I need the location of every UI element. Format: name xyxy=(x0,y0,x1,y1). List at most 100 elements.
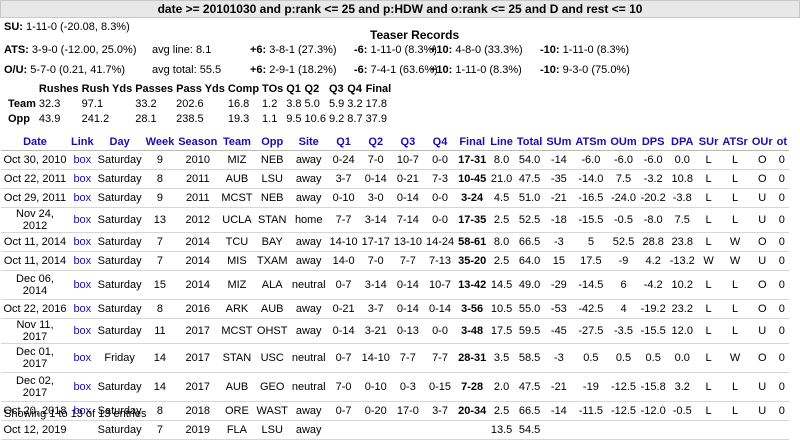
teaser-value: 2-9-1 (18.2%) xyxy=(269,64,337,76)
avg-line: avg line: 8.1 xyxy=(152,44,211,56)
cell-site: away xyxy=(289,169,328,189)
teaser-row1-cell3: +10: 4-8-0 (33.3%) xyxy=(430,44,523,56)
cell-day: Saturday xyxy=(95,318,144,344)
column-header-day[interactable]: Day xyxy=(95,134,144,151)
box-link[interactable]: box xyxy=(69,232,96,252)
cell-q1: 0-7 xyxy=(327,343,360,373)
column-header-date[interactable]: Date xyxy=(1,134,69,151)
cell-oum: -0.5 xyxy=(608,207,639,233)
table-row: Nov 11, 2017 box Saturday 11 2017 MCST OHST awa… xyxy=(1,318,789,344)
box-link[interactable]: box xyxy=(69,299,96,319)
column-header-q3[interactable]: Q3 xyxy=(391,134,424,151)
cell-sum: -21 xyxy=(544,372,574,402)
box-link[interactable]: box xyxy=(69,150,96,170)
cell-team: MCST xyxy=(219,318,255,344)
cell-line: 17.5 xyxy=(488,318,515,344)
box-link[interactable]: box xyxy=(69,343,96,373)
cell-our: U xyxy=(749,372,775,402)
cell-atsr: L xyxy=(720,318,750,344)
column-header-ot[interactable]: ot xyxy=(774,134,789,151)
cell-q4: 7-3 xyxy=(423,169,457,189)
cell-dps: -4.2 xyxy=(638,270,668,300)
cell-date: Nov 24, 2012 xyxy=(1,207,69,233)
cell-site: neutral xyxy=(289,343,328,373)
cell-team: UCLA xyxy=(219,207,255,233)
summary-ou-label: O/U: xyxy=(4,64,28,76)
cell-atsr: L xyxy=(720,401,750,421)
column-header-line[interactable]: Line xyxy=(488,134,515,151)
cell-q3: 0-3 xyxy=(391,372,424,402)
cell-date: Dec 06, 2014 xyxy=(1,270,69,300)
column-header-oum[interactable]: OUm xyxy=(608,134,639,151)
cell-opp: TXAM xyxy=(254,251,290,271)
cell-q2: 17-17 xyxy=(359,232,392,252)
cell-dpa: -0.5 xyxy=(667,401,697,421)
cell-q4: 10-7 xyxy=(423,270,457,300)
column-header-atsm[interactable]: ATSm xyxy=(573,134,609,151)
cell-dpa xyxy=(667,420,697,440)
box-link[interactable]: box xyxy=(69,207,96,233)
cell-atsr: L xyxy=(720,207,750,233)
cell-line: 14.5 xyxy=(488,270,515,300)
cell-ot: 0 xyxy=(774,372,789,402)
column-header-q4[interactable]: Q4 xyxy=(423,134,457,151)
cell-q1: 14-10 xyxy=(327,232,360,252)
cell-dps: -20.2 xyxy=(638,188,668,208)
cell-week: 14 xyxy=(143,343,177,373)
averages-row-label: Team xyxy=(8,98,36,110)
cell-team: FLA xyxy=(219,420,255,440)
averages-header: Q2 xyxy=(304,83,320,95)
column-header-site[interactable]: Site xyxy=(289,134,328,151)
column-header-opp[interactable]: Opp xyxy=(254,134,290,151)
cell-atsr: L xyxy=(720,299,750,319)
cell-season: 2017 xyxy=(176,343,220,373)
column-header-atsr[interactable]: ATSr xyxy=(720,134,750,151)
column-header-total[interactable]: Total xyxy=(514,134,545,151)
cell-atsm: -11.5 xyxy=(573,401,609,421)
cell-date: Oct 20, 2018 xyxy=(1,401,69,421)
column-header-final[interactable]: Final xyxy=(456,134,489,151)
column-header-sur[interactable]: SUr xyxy=(696,134,721,151)
box-link[interactable]: box xyxy=(69,251,96,271)
cell-atsm: -14.0 xyxy=(573,169,609,189)
cell-opp: USC xyxy=(254,343,290,373)
cell-total: 59.5 xyxy=(514,318,545,344)
teaser-key: -6: xyxy=(354,64,368,76)
column-header-dps[interactable]: DPS xyxy=(638,134,668,151)
summary-su-value: 1-11-0 (-20.08, 8.3%) xyxy=(26,21,130,33)
cell-week: 7 xyxy=(143,232,177,252)
cell-atsm: 5 xyxy=(573,232,609,252)
cell-total: 58.5 xyxy=(514,343,545,373)
summary-ats-value: 3-9-0 (-12.00, 25.0%) xyxy=(31,44,137,56)
cell-final: 58-61 xyxy=(456,232,489,252)
column-header-our[interactable]: OUr xyxy=(749,134,775,151)
cell-total: 54.5 xyxy=(514,420,545,440)
column-header-season[interactable]: Season xyxy=(176,134,220,151)
games-body: Oct 30, 2010 box Saturday 9 2010 MIZ NEB away 0-… xyxy=(1,150,789,440)
column-header-q1[interactable]: Q1 xyxy=(327,134,360,151)
cell-ot: 0 xyxy=(774,270,789,300)
cell-q2: 3-14 xyxy=(359,270,392,300)
box-link[interactable]: box xyxy=(69,318,96,344)
cell-q3: 10-7 xyxy=(391,150,424,170)
cell-line: 2.5 xyxy=(488,207,515,233)
cell-date: Oct 12, 2019 xyxy=(1,420,69,440)
cell-opp: LSU xyxy=(254,420,290,440)
box-link[interactable]: box xyxy=(69,401,96,421)
box-link[interactable]: box xyxy=(69,188,96,208)
box-link[interactable]: box xyxy=(69,372,96,402)
column-header-team[interactable]: Team xyxy=(219,134,255,151)
avg-total-label: avg total: xyxy=(152,64,197,76)
teaser-row2-cell1: +6: 2-9-1 (18.2%) xyxy=(250,64,337,76)
column-header-q2[interactable]: Q2 xyxy=(359,134,392,151)
averages-cell: 1.1 xyxy=(262,113,278,125)
column-header-sum[interactable]: SUm xyxy=(544,134,574,151)
cell-line: 13.5 xyxy=(488,420,515,440)
averages-header: Final xyxy=(365,83,392,95)
column-header-link[interactable]: Link xyxy=(69,134,96,151)
column-header-dpa[interactable]: DPA xyxy=(667,134,697,151)
box-link[interactable]: box xyxy=(69,169,96,189)
teaser-key: +10: xyxy=(430,64,453,76)
box-link[interactable]: box xyxy=(69,270,96,300)
column-header-week[interactable]: Week xyxy=(143,134,177,151)
